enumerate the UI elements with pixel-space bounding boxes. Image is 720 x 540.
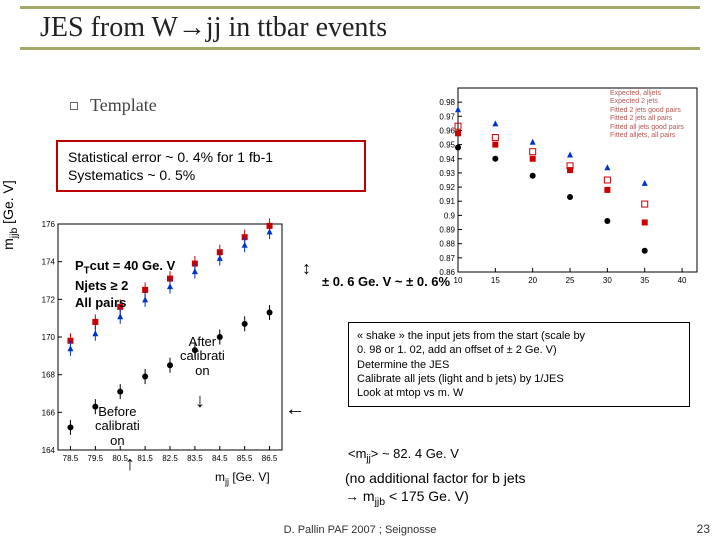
- svg-text:172: 172: [42, 295, 56, 304]
- pm06-text: ± 0. 6 Ge. V ~ ± 0. 6%: [322, 274, 450, 289]
- page-title: JES from W→jj in ttbar events: [40, 12, 387, 44]
- after-label: Aftercalibration: [180, 335, 225, 378]
- stat-box: Statistical error ~ 0. 4% for 1 fb-1 Sys…: [56, 140, 366, 192]
- before-label: Beforecalibration: [95, 405, 140, 448]
- bullet-square-icon: [70, 102, 78, 110]
- svg-text:170: 170: [42, 333, 56, 342]
- arrow-after-icon: ↓: [195, 390, 205, 413]
- svg-text:0.98: 0.98: [439, 98, 455, 107]
- svg-text:0.9: 0.9: [444, 211, 456, 220]
- svg-text:0.97: 0.97: [439, 112, 455, 121]
- svg-text:35: 35: [640, 276, 649, 285]
- svg-text:174: 174: [42, 258, 56, 267]
- shake-l1: « shake » the input jets from the start …: [357, 329, 681, 343]
- svg-text:10: 10: [454, 276, 463, 285]
- svg-text:0.96: 0.96: [439, 126, 455, 135]
- mjj-line: <mjj> ~ 82. 4 Ge. V: [348, 446, 459, 465]
- svg-text:0.88: 0.88: [439, 240, 455, 249]
- svg-text:168: 168: [42, 371, 56, 380]
- shake-l4: Calibrate all jets (light and b jets) by…: [357, 372, 681, 386]
- arrow-before-icon: ↑: [125, 453, 135, 476]
- noadd-text: (no additional factor for b jets→ mjjb <…: [345, 470, 526, 508]
- svg-text:0.92: 0.92: [439, 183, 455, 192]
- svg-text:0.89: 0.89: [439, 226, 455, 235]
- svg-text:79.5: 79.5: [88, 454, 104, 463]
- svg-text:86.5: 86.5: [262, 454, 278, 463]
- svg-text:176: 176: [42, 220, 56, 229]
- svg-text:20: 20: [528, 276, 537, 285]
- shake-l5: Look at mtop vs m. W: [357, 386, 681, 400]
- svg-text:78.5: 78.5: [63, 454, 79, 463]
- x-axis-label-1: mjj [Ge. V]: [215, 470, 270, 486]
- svg-text:25: 25: [566, 276, 575, 285]
- chart-mjjb-vs-mjj: 78.579.580.581.582.583.584.585.586.51641…: [28, 218, 288, 468]
- svg-text:30: 30: [603, 276, 612, 285]
- svg-text:81.5: 81.5: [137, 454, 153, 463]
- footer: D. Pallin PAF 2007 ; Seignosse: [0, 524, 720, 536]
- svg-text:0.93: 0.93: [439, 169, 455, 178]
- svg-text:166: 166: [42, 408, 56, 417]
- updown-arrow-icon: ↕: [302, 258, 311, 279]
- svg-text:40: 40: [678, 276, 687, 285]
- arrow-left-icon: ←: [285, 398, 305, 421]
- svg-text:15: 15: [491, 276, 500, 285]
- svg-text:0.91: 0.91: [439, 197, 455, 206]
- bullet-row: Template: [70, 95, 157, 116]
- svg-text:0.87: 0.87: [439, 254, 455, 263]
- page-number: 23: [697, 522, 710, 536]
- y-axis-label: mjjb [Ge. V]: [0, 230, 20, 250]
- legend-chart2: Expected, alljets Expected 2 jets Fitted…: [610, 90, 684, 140]
- title-bar: JES from W→jj in ttbar events: [20, 6, 700, 50]
- svg-text:83.5: 83.5: [187, 454, 203, 463]
- bullet-text: Template: [90, 95, 157, 116]
- svg-text:85.5: 85.5: [237, 454, 253, 463]
- shake-l3: Determine the JES: [357, 358, 681, 372]
- svg-text:0.95: 0.95: [439, 141, 455, 150]
- stat-line1: Statistical error ~ 0. 4% for 1 fb-1: [68, 148, 354, 166]
- svg-text:82.5: 82.5: [162, 454, 178, 463]
- svg-text:84.5: 84.5: [212, 454, 228, 463]
- stat-line2: Systematics ~ 0. 5%: [68, 166, 354, 184]
- svg-text:0.94: 0.94: [439, 155, 455, 164]
- svg-text:164: 164: [42, 446, 56, 455]
- ptcut-text: PTcut = 40 Ge. VNjets ≥ 2All pairs: [75, 258, 175, 312]
- shake-box: « shake » the input jets from the start …: [348, 322, 690, 407]
- shake-l2: 0. 98 or 1. 02, add an offset of ± 2 Ge.…: [357, 343, 681, 357]
